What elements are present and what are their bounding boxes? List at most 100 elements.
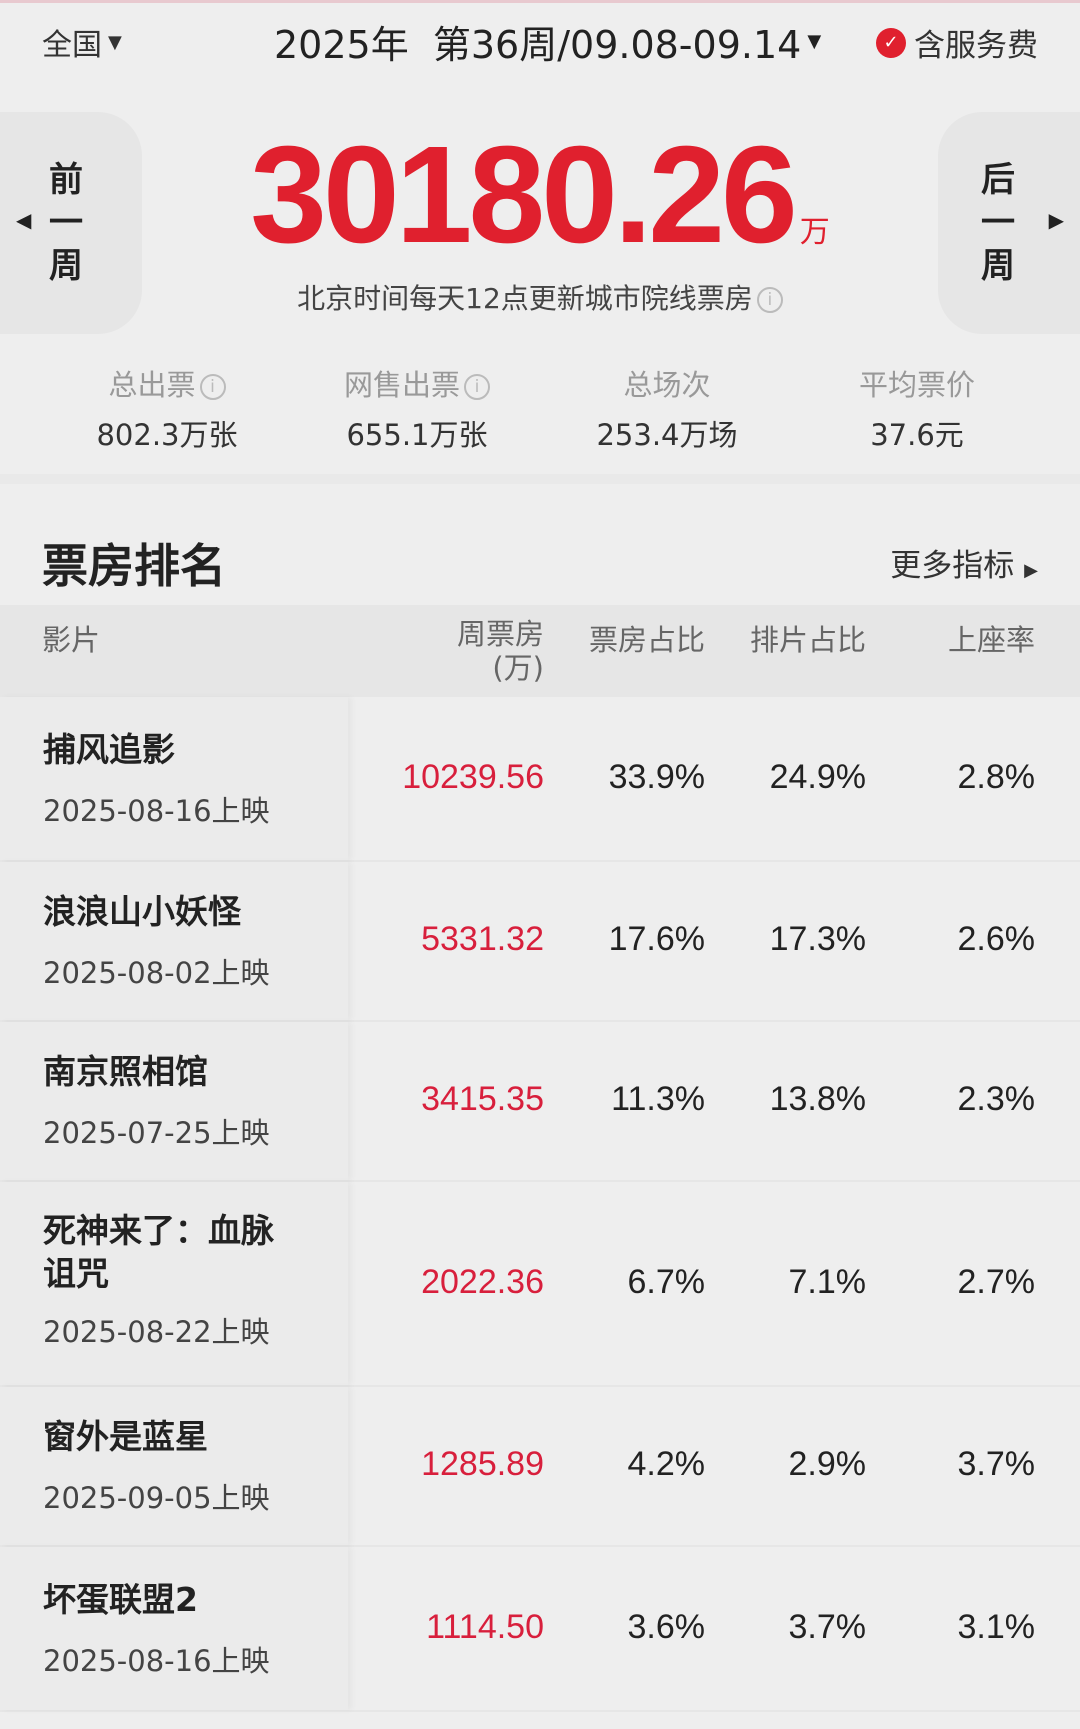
col-box-unit: (万) [492,651,544,685]
box-share: 33.9% [608,757,705,796]
stat-item: 平均票价 37.6元 [792,362,1042,454]
film-title[interactable]: 南京照相馆 [43,1052,208,1091]
col-box-label: 周票房 [456,617,544,651]
service-fee-toggle[interactable]: ✓ 含服务费 [876,20,1038,65]
check-circle-icon: ✓ [876,27,906,58]
film-title[interactable]: 坏蛋联盟2 [43,1579,198,1619]
film-cell [0,1387,348,1545]
show-share: 3.7% [788,1607,867,1646]
update-note: 北京时间每天12点更新城市院线票房 i [0,277,1080,317]
stat-value: 802.3万张 [96,418,238,452]
weekly-box-office: 1285.89 [421,1445,544,1483]
service-fee-label: 含服务费 [914,28,1038,64]
col-show-share[interactable]: 排片占比 [749,623,866,657]
release-date: 2025-08-16上映 [43,793,270,828]
weekly-box-office: 10239.56 [402,757,544,796]
caret-right-icon: ▶ [1048,208,1064,232]
box-share: 4.2% [627,1445,706,1483]
nav-char: 后 [981,159,1015,200]
update-note-text: 北京时间每天12点更新城市院线票房 [297,282,753,315]
table-row[interactable]: 坏蛋联盟2 2025-08-16上映 1114.50 3.6% 3.7% 3.1… [0,1547,1080,1712]
total-unit: 万 [799,215,830,250]
stat-value: 253.4万场 [596,418,738,452]
box-share: 6.7% [627,1262,706,1301]
region-label: 全国 [42,28,102,63]
release-date: 2025-08-02上映 [43,956,270,990]
more-metrics-label: 更多指标 [890,548,1015,584]
caret-right-icon: ▶ [1024,560,1038,581]
section-title: 票房排名 [42,539,226,593]
film-title[interactable]: 浪浪山小妖怪 [43,892,241,931]
show-share: 17.3% [769,920,866,958]
table-row[interactable]: 窗外是蓝星 2025-09-05上映 1285.89 4.2% 2.9% 3.7… [0,1387,1080,1547]
col-box[interactable]: 周票房 (万) [457,617,544,685]
occupancy: 2.7% [957,1262,1036,1301]
next-week-button[interactable]: 后一周 ▶ [938,112,1080,334]
nav-char: 前 [49,159,83,200]
caret-down-icon: ▼ [807,31,822,52]
table-row[interactable]: 死神来了：血脉诅咒 2025-08-22上映 2022.36 6.7% 7.1%… [0,1182,1080,1387]
stat-item: 总出票 i 802.3万张 [42,362,292,454]
film-cell [0,1547,348,1710]
stat-label: 总场次 [623,368,711,402]
film-title[interactable]: 死神来了：血脉诅咒 [43,1210,274,1293]
stat-value: 37.6元 [870,418,964,452]
film-title[interactable]: 窗外是蓝星 [43,1417,208,1456]
info-icon[interactable]: i [464,374,490,400]
show-share: 24.9% [769,757,866,796]
release-date: 2025-08-16上映 [43,1643,270,1678]
occupancy: 2.8% [957,757,1036,796]
film-title[interactable]: 捕风追影 [43,729,175,769]
col-box-share[interactable]: 票房占比 [588,623,705,657]
nav-char: 周 [981,245,1015,286]
prev-week-button[interactable]: ◀ 前一周 [0,112,142,334]
film-cell [0,862,348,1020]
film-cell [0,1022,348,1180]
release-date: 2025-07-25上映 [43,1116,270,1150]
top-bar: 全国 ▼ 2025年 第36周/09.08-09.14 ▼ ✓ 含服务费 [0,14,1080,70]
weekly-box-office: 2022.36 [421,1262,544,1301]
film-cell [0,697,348,860]
show-share: 13.8% [769,1080,866,1118]
total-value: 30180.26 [250,118,798,272]
more-metrics-link[interactable]: 更多指标 ▶ [890,540,1038,585]
occupancy: 3.1% [957,1607,1036,1646]
stat-label: 平均票价 [858,368,975,402]
caret-left-icon: ◀ [16,208,32,232]
table-header: 影片 周票房 (万) 票房占比 排片占比 上座率 [0,605,1080,697]
table-row[interactable]: 捕风追影 2025-08-16上映 10239.56 33.9% 24.9% 2… [0,697,1080,862]
stat-label: 总出票 [108,368,196,402]
show-share: 2.9% [788,1445,867,1483]
week-selector[interactable]: 2025年 第36周/09.08-09.14 ▼ [274,14,821,69]
weekly-box-office: 5331.32 [421,920,544,958]
col-occupancy[interactable]: 上座率 [947,623,1035,657]
nav-char: 一 [981,202,1015,243]
stats-row: 总出票 i 802.3万张 网售出票 i 655.1万张 总场次 253.4万场 平均票价 37.… [0,362,1080,454]
stat-value: 655.1万张 [346,418,488,452]
nav-char: 一 [49,202,83,243]
info-icon[interactable]: i [756,287,783,313]
release-date: 2025-08-22上映 [43,1314,270,1349]
total-box-office: 30180.26 万 [0,116,1080,275]
table-row[interactable]: 南京照相馆 2025-07-25上映 3415.35 11.3% 13.8% 2… [0,1022,1080,1182]
occupancy: 3.7% [957,1445,1036,1483]
region-selector[interactable]: 全国 ▼ [42,20,122,64]
show-share: 7.1% [788,1262,867,1301]
weekly-box-office: 1114.50 [426,1607,544,1646]
top-edge [0,0,1080,3]
info-icon[interactable]: i [199,374,226,400]
stat-item: 网售出票 i 655.1万张 [292,362,542,454]
occupancy: 2.3% [957,1080,1036,1118]
ranking-table: 影片 周票房 (万) 票房占比 排片占比 上座率 捕风追影 2025-08-16上… [0,605,1080,1712]
box-share: 17.6% [608,920,705,958]
weekly-box-office: 3415.35 [421,1080,544,1118]
film-cell [0,1182,348,1385]
box-share: 3.6% [627,1607,706,1646]
release-date: 2025-09-05上映 [43,1481,270,1515]
stat-label: 网售出票 [343,368,460,402]
week-label: 2025年 第36周/09.08-09.14 [274,23,802,67]
table-row[interactable]: 浪浪山小妖怪 2025-08-02上映 5331.32 17.6% 17.3% … [0,862,1080,1022]
stat-item: 总场次 253.4万场 [542,362,792,454]
nav-char: 周 [49,245,83,286]
divider [0,474,1080,484]
